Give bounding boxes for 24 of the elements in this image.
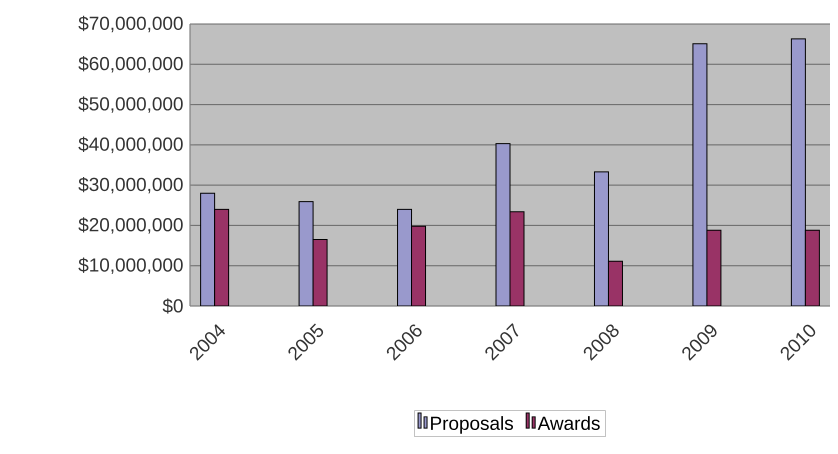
legend-label: Proposals bbox=[431, 416, 514, 434]
y-tick-label: $50,000,000 bbox=[78, 96, 183, 113]
bar bbox=[200, 192, 216, 306]
bar bbox=[790, 38, 806, 306]
bar bbox=[411, 226, 426, 306]
legend-label: Awards bbox=[538, 416, 600, 430]
y-tick-label: $10,000,000 bbox=[78, 258, 183, 274]
bar bbox=[298, 201, 314, 306]
bar bbox=[804, 230, 820, 306]
y-tick-label: $20,000,000 bbox=[78, 217, 183, 234]
bar bbox=[594, 171, 609, 306]
bar bbox=[496, 143, 510, 306]
bar bbox=[397, 208, 412, 306]
y-tick-label: $70,000,000 bbox=[78, 16, 183, 32]
bar bbox=[510, 211, 524, 306]
bar bbox=[312, 239, 328, 306]
bar bbox=[692, 43, 708, 306]
y-tick-label: $60,000,000 bbox=[78, 56, 183, 73]
y-tick-label: $30,000,000 bbox=[78, 176, 183, 194]
y-tick-label: $0 bbox=[162, 298, 183, 314]
y-tick-label: $40,000,000 bbox=[78, 136, 183, 154]
bar bbox=[608, 260, 623, 306]
bar bbox=[214, 208, 230, 306]
bar bbox=[706, 230, 722, 306]
